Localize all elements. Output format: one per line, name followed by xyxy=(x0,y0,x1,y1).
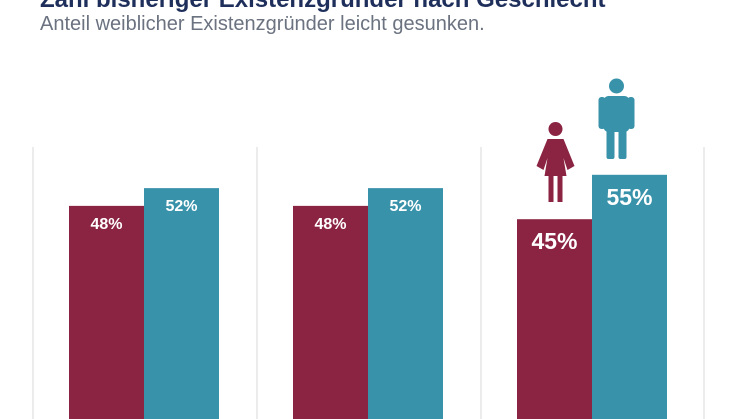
person-icons xyxy=(536,78,635,202)
male-person-icon xyxy=(598,78,635,159)
gridlines xyxy=(32,147,705,419)
chart-title: Zahl bisheriger Existenzgründer nach Ges… xyxy=(40,0,606,14)
bar-value-label: 52% xyxy=(165,198,197,215)
bar-value-label: 55% xyxy=(606,184,652,210)
bar-value-label: 48% xyxy=(90,216,122,233)
bar-1-0 xyxy=(293,205,368,419)
bar-1-1 xyxy=(368,188,443,419)
bar-2-0 xyxy=(517,219,592,419)
bar-0-1 xyxy=(144,188,219,419)
bar-value-label: 48% xyxy=(314,216,346,233)
bar-2-1 xyxy=(592,174,667,419)
bar-value-label: 45% xyxy=(531,228,577,254)
chart-subtitle: Anteil weiblicher Existenzgründer leicht… xyxy=(40,13,485,35)
bar-value-label: 52% xyxy=(389,198,421,215)
bar-0-0 xyxy=(69,205,144,419)
bars: 48% 48% 45% 52% 52% 55% xyxy=(69,174,667,419)
female-person-icon xyxy=(536,122,575,202)
